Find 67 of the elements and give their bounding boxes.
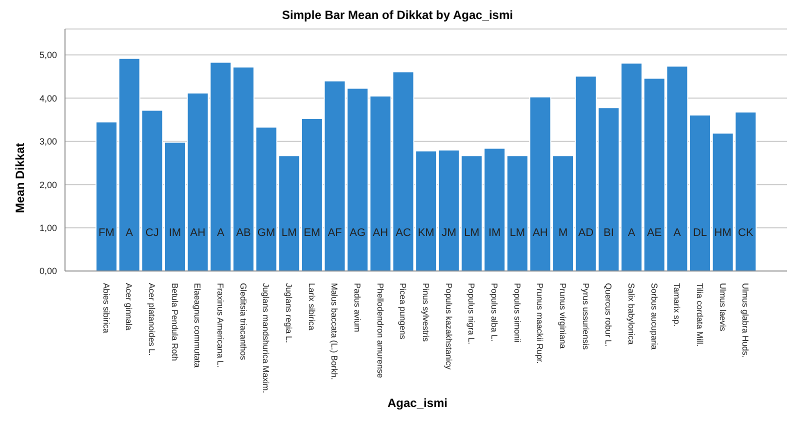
- x-tick-label: Tilia cordata Mill.: [694, 283, 705, 346]
- annotation: AB: [236, 227, 251, 239]
- y-axis-title: Mean Dikkat: [13, 142, 27, 214]
- annotation: LM: [510, 227, 526, 239]
- x-tick-label: Prunus virginiana: [558, 283, 568, 349]
- annotation: AF: [328, 227, 342, 239]
- x-tick-label: Elaeagnus commutata: [192, 283, 203, 368]
- x-tick-label: Tamarix sp.: [672, 283, 682, 326]
- annotation: IM: [488, 227, 501, 239]
- x-tick-label: Juglans regia L.: [284, 283, 294, 344]
- x-tick-label: Pyrus ussuriensis: [580, 283, 591, 350]
- annotation: AH: [532, 227, 548, 239]
- annotation: BI: [604, 227, 614, 239]
- x-tick-label: Juglans mandshurica Maxim.: [261, 283, 272, 394]
- annotation: HM: [714, 227, 732, 239]
- x-tick-label: Prunus maackii Rupr.: [535, 283, 546, 364]
- annotation: LM: [464, 227, 480, 239]
- x-tick-label: Quercus robur L.: [604, 283, 614, 347]
- annotation: AD: [578, 227, 594, 239]
- x-tick-label: Pinus sylvestris: [421, 283, 431, 342]
- x-tick-label: Abies sibirica: [101, 283, 112, 334]
- x-tick-label: Sorbus aucuparia: [649, 283, 660, 350]
- x-tick-label: Larix sibirica: [306, 283, 317, 331]
- x-tick-label: Acer platanoides L.: [147, 283, 158, 356]
- x-tick-label: Populus kazakhstanicy: [444, 283, 454, 370]
- x-tick-label: Populus nigra L.: [466, 283, 477, 344]
- annotation: LM: [281, 227, 297, 239]
- annotation: M: [558, 227, 568, 239]
- annotation: IM: [168, 227, 182, 239]
- annotation: JM: [442, 227, 456, 239]
- annotation: EM: [304, 227, 320, 239]
- chart-title: Simple Bar Mean of Dikkat by Agac_ismi: [281, 8, 514, 22]
- annotation: DL: [692, 227, 708, 239]
- annotation: AH: [372, 227, 388, 239]
- x-tick-label: Populus alba L.: [489, 283, 500, 342]
- x-tick-label: Betula Pendula Roth: [170, 283, 180, 362]
- annotation: A: [216, 227, 225, 239]
- x-tick-label: Gleditsia triacanthos: [238, 283, 248, 360]
- y-tick-label: 4,00: [39, 93, 57, 104]
- annotation: A: [674, 227, 682, 239]
- y-tick-label: 1,00: [39, 222, 57, 233]
- x-tick-label: Picea pungens: [398, 283, 408, 340]
- x-tick-label: Fraxinus Americana L.: [216, 283, 226, 368]
- annotation: GM: [257, 227, 276, 239]
- annotation: AH: [190, 227, 206, 239]
- x-tick-label: Malus baccata (L.) Borkh.: [330, 283, 340, 380]
- annotation: KM: [418, 227, 434, 239]
- y-tick-label: 0,00: [39, 266, 57, 276]
- y-tick-label: 5,00: [39, 50, 57, 60]
- annotation: CJ: [145, 227, 159, 239]
- x-tick-label: Ulmus glabra Huds.: [740, 283, 751, 358]
- annotation: A: [126, 227, 134, 239]
- x-tick-label: Padus avium: [352, 283, 363, 332]
- annotation: AE: [647, 227, 662, 239]
- annotation: FM: [98, 227, 114, 239]
- x-tick-label: Populus simonii: [512, 283, 522, 343]
- x-tick-label: Phellodendron amurense: [375, 283, 386, 378]
- x-tick-label: Ulmus laevis: [718, 283, 728, 332]
- annotation: A: [628, 227, 636, 239]
- y-tick-label: 3,00: [39, 136, 57, 147]
- x-tick-label: Acer ginnala: [124, 283, 134, 331]
- x-axis-title: Agac_ismi: [386, 396, 449, 410]
- annotation: AG: [350, 227, 366, 239]
- annotation: CK: [738, 227, 754, 239]
- y-tick-label: 2,00: [39, 180, 57, 190]
- x-tick-label: Salix babylonica: [626, 283, 636, 345]
- annotation: AC: [396, 227, 411, 239]
